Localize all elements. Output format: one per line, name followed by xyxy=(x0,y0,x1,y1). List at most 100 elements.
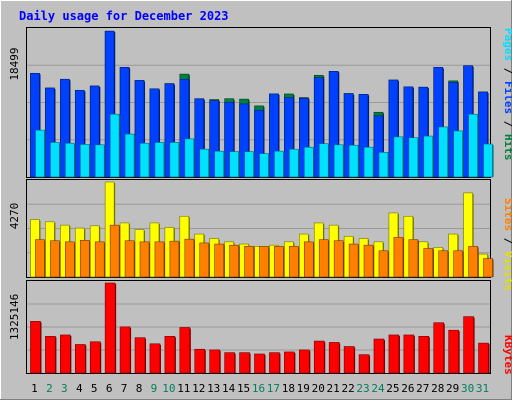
x-tick-label-day-10: 10 xyxy=(162,382,175,395)
bar-pages-day-15 xyxy=(244,151,254,178)
bar-pages-day-18 xyxy=(289,148,299,178)
bar-kbytes-day-6 xyxy=(104,282,116,374)
x-tick-label-day-1: 1 xyxy=(31,382,38,395)
bar-kbytes-day-4 xyxy=(74,344,86,374)
x-tick-label-day-29: 29 xyxy=(446,382,459,395)
bar-sites-day-20 xyxy=(318,239,329,278)
bar-kbytes-day-1 xyxy=(30,321,41,374)
bar-pages-day-17 xyxy=(274,150,284,178)
legend-sep-3: / xyxy=(502,231,512,251)
bar-files-day-11 xyxy=(179,78,190,178)
bar-kbytes-day-25 xyxy=(388,334,400,374)
x-tick-label-day-4: 4 xyxy=(76,382,83,395)
bar-files-day-15 xyxy=(239,103,249,178)
bar-files-day-20 xyxy=(313,77,324,178)
x-tick-label-day-23: 23 xyxy=(356,382,369,395)
bar-sites-day-30 xyxy=(468,245,478,278)
bar-sites-day-29 xyxy=(453,250,463,278)
bar-kbytes-day-22 xyxy=(343,346,355,374)
bar-kbytes-day-28 xyxy=(433,322,445,374)
bar-sites-day-2 xyxy=(50,240,60,278)
x-tick-label-day-5: 5 xyxy=(91,382,98,395)
bar-pages-day-25 xyxy=(393,136,404,178)
bar-kbytes-day-23 xyxy=(358,354,370,374)
bar-sites-day-31 xyxy=(483,258,493,278)
bar-sites-day-13 xyxy=(214,243,224,278)
bar-pages-day-28 xyxy=(438,126,449,178)
bar-kbytes-day-12 xyxy=(194,348,206,374)
x-tick-label-day-6: 6 xyxy=(106,382,113,395)
bar-kbytes-day-2 xyxy=(45,336,56,374)
bar-kbytes-day-27 xyxy=(418,336,430,374)
legend-visits: Visits xyxy=(502,251,512,291)
series-sites xyxy=(35,224,494,278)
y-max-label: 1325146 xyxy=(8,294,21,340)
bar-sites-day-22 xyxy=(348,243,359,278)
bar-pages-day-12 xyxy=(199,148,210,178)
bar-sites-day-21 xyxy=(333,240,344,278)
bar-pages-day-4 xyxy=(79,144,90,178)
x-tick-label-day-14: 14 xyxy=(222,382,236,395)
bar-sites-day-1 xyxy=(35,239,45,278)
bar-files-day-28 xyxy=(433,67,444,178)
bar-pages-day-8 xyxy=(139,142,150,178)
bar-files-day-3 xyxy=(60,78,70,178)
panel-pages-files-hits: 18499 xyxy=(8,27,494,178)
x-tick-label-day-12: 12 xyxy=(192,382,205,395)
bar-sites-day-17 xyxy=(274,245,284,278)
bar-sites-day-27 xyxy=(423,248,434,278)
legend-hits: Hits xyxy=(502,134,512,161)
x-tick-label-day-13: 13 xyxy=(207,382,220,395)
bar-pages-day-10 xyxy=(169,142,180,178)
x-tick-label-day-20: 20 xyxy=(312,382,325,395)
y-max-label: 4270 xyxy=(8,203,21,230)
bar-sites-day-12 xyxy=(199,242,210,278)
x-tick-label-day-30: 30 xyxy=(461,382,474,395)
bar-pages-day-26 xyxy=(408,137,419,178)
bar-kbytes-day-20 xyxy=(313,340,325,374)
bar-sites-day-28 xyxy=(438,250,449,278)
bar-files-day-27 xyxy=(418,86,429,178)
bar-files-day-4 xyxy=(74,90,85,178)
bar-kbytes-day-16 xyxy=(254,353,265,374)
bar-kbytes-day-15 xyxy=(239,352,250,374)
legend-sites: Sites xyxy=(502,198,512,231)
bar-sites-day-11 xyxy=(184,238,195,278)
bar-sites-day-4 xyxy=(79,239,90,278)
bar-files-day-14 xyxy=(224,102,234,178)
x-tick-label-day-11: 11 xyxy=(177,382,190,395)
legend-files: Files xyxy=(502,81,512,114)
bar-pages-day-24 xyxy=(378,152,389,178)
bar-pages-day-29 xyxy=(453,130,463,178)
bar-kbytes-day-10 xyxy=(164,336,176,374)
bar-kbytes-day-26 xyxy=(403,334,415,374)
bar-sites-day-15 xyxy=(244,245,254,278)
y-max-label: 18499 xyxy=(8,47,21,80)
bar-kbytes-day-21 xyxy=(328,342,340,374)
x-tick-label-day-9: 9 xyxy=(151,382,158,395)
bar-kbytes-day-31 xyxy=(478,342,489,374)
x-axis-day-labels: 1 2 3 4 5 6 7 8 9 10 11 12 13 14 15 16 17 18 19 20 21 22 23 24 2… xyxy=(31,382,489,395)
bar-sites-day-14 xyxy=(229,244,239,278)
bar-files-day-8 xyxy=(134,80,145,178)
bar-kbytes-day-3 xyxy=(60,334,71,374)
bar-pages-day-11 xyxy=(184,138,195,178)
x-tick-label-day-15: 15 xyxy=(237,382,250,395)
bar-visits-day-30 xyxy=(463,192,473,278)
chart-title: Daily usage for December 2023 xyxy=(19,9,229,23)
bar-pages-day-1 xyxy=(35,129,45,178)
legend-sep-1: / xyxy=(502,61,512,81)
bar-files-day-9 xyxy=(149,88,160,178)
bar-files-day-16 xyxy=(254,109,264,178)
bar-pages-day-22 xyxy=(348,144,359,178)
bar-pages-day-16 xyxy=(259,153,269,178)
bar-kbytes-day-13 xyxy=(209,349,220,374)
bar-pages-day-19 xyxy=(304,146,314,178)
series-files xyxy=(30,30,489,178)
bar-files-day-18 xyxy=(284,97,294,178)
bar-pages-day-7 xyxy=(124,133,135,178)
bar-files-day-24 xyxy=(373,115,384,178)
bar-pages-day-23 xyxy=(363,146,374,178)
x-tick-label-day-26: 26 xyxy=(401,382,414,395)
